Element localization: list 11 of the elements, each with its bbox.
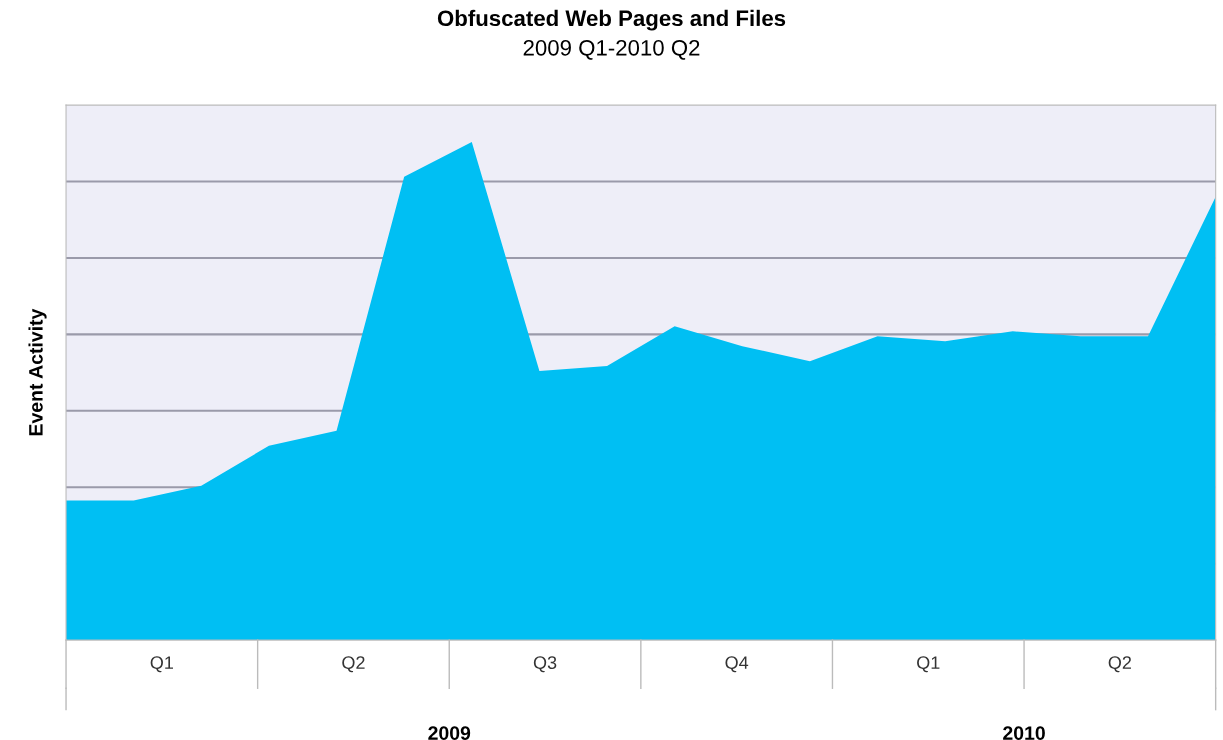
text: 2010 bbox=[1003, 726, 1045, 740]
text: Q1 bbox=[150, 656, 174, 673]
text: Q2 bbox=[342, 656, 365, 673]
text: Q1 bbox=[917, 656, 940, 673]
text: Q3 bbox=[533, 656, 557, 673]
y-axis-title: Event Activity bbox=[28, 308, 47, 436]
text: Q2 bbox=[1108, 656, 1131, 673]
text: 2009 bbox=[428, 726, 471, 740]
chart-subtitle: 2009 Q1-2010 Q2 bbox=[523, 39, 700, 60]
chart-title: Obfuscated Web Pages and Files bbox=[437, 9, 786, 31]
text: Q4 bbox=[725, 656, 749, 673]
